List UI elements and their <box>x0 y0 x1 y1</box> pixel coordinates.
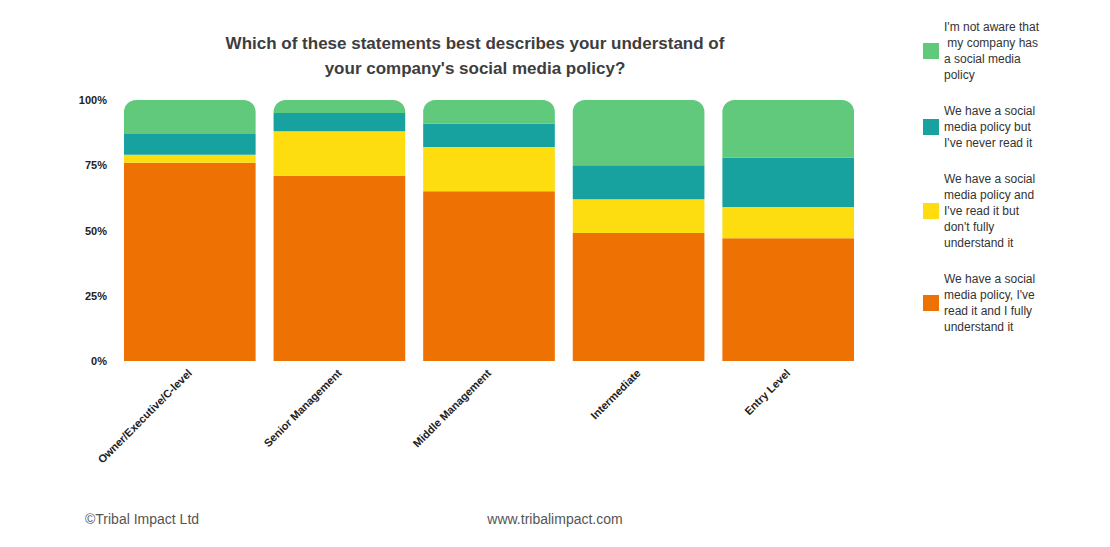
svg-text:media policy and: media policy and <box>944 188 1037 202</box>
svg-text:Entry Level: Entry Level <box>742 367 792 417</box>
svg-text:25%: 25% <box>85 290 107 302</box>
svg-text:understand it: understand it <box>944 320 1014 334</box>
svg-text:I'm not aware that: I'm not aware that <box>944 20 1040 34</box>
svg-text:Which of these statements best: Which of these statements best describes… <box>226 34 725 53</box>
svg-text:a social media: a social media <box>944 52 1024 66</box>
svg-text:don't fully: don't fully <box>944 220 998 234</box>
svg-text:Senior Management: Senior Management <box>261 367 344 450</box>
svg-text:understand it: understand it <box>944 236 1014 250</box>
svg-text:100%: 100% <box>79 94 107 106</box>
svg-text:my company has: my company has <box>944 36 1041 50</box>
svg-text:media policy but: media policy but <box>944 120 1034 134</box>
svg-text:0%: 0% <box>91 355 107 367</box>
svg-text:read it and I fully: read it and I fully <box>944 304 1035 318</box>
svg-text:your company's social media po: your company's social media policy? <box>325 59 626 78</box>
svg-text:policy: policy <box>944 68 975 82</box>
svg-text:Owner/Executive/C-level: Owner/Executive/C-level <box>95 367 194 466</box>
svg-text:©Tribal Impact Ltd: ©Tribal Impact Ltd <box>85 511 199 527</box>
svg-text:Intermediate: Intermediate <box>588 367 643 422</box>
svg-text:www.tribalimpact.com: www.tribalimpact.com <box>486 511 622 527</box>
svg-text:75%: 75% <box>85 159 107 171</box>
svg-text:I've read it but: I've read it but <box>944 204 1022 218</box>
svg-text:media policy, I've: media policy, I've <box>944 288 1038 302</box>
svg-text:50%: 50% <box>85 225 107 237</box>
svg-text:We have a social: We have a social <box>944 104 1039 118</box>
svg-text:We have a social: We have a social <box>944 172 1039 186</box>
svg-text:I've never read it: I've never read it <box>944 136 1033 150</box>
svg-text:Middle Management: Middle Management <box>411 367 494 450</box>
svg-text:We have a social: We have a social <box>944 272 1039 286</box>
